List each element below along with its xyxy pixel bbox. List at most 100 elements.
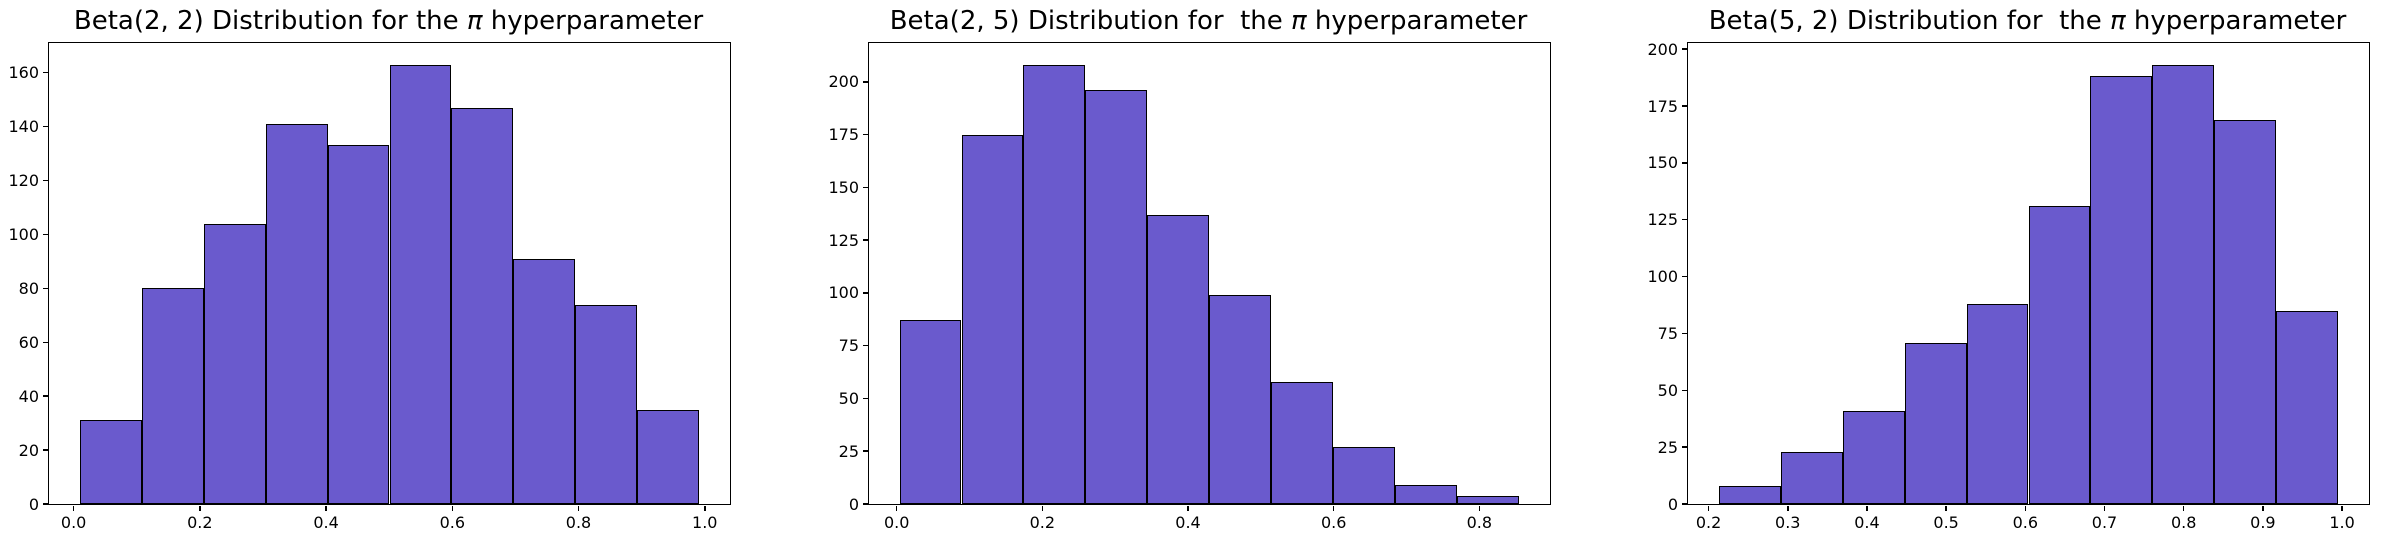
chart-title-text: hyperparameter	[2125, 6, 2347, 36]
chart-title-text: hyperparameter	[1306, 6, 1528, 36]
axes-beta-2-5: 0.0 0.2 0.4 0.6 0.8 0 25 50 75 100 125 150 175 200	[828, 42, 1551, 532]
histogram-bar	[1332, 447, 1395, 504]
y-tick-label: 150	[828, 177, 859, 197]
pi-symbol: π	[2110, 6, 2126, 36]
y-tick-mark	[42, 395, 48, 397]
x-tick-label: 0.0	[883, 513, 910, 532]
y-tick-mark	[862, 81, 868, 83]
x-tick-label: 0.4	[313, 513, 339, 532]
y-tick-mark	[1681, 446, 1687, 448]
y-tick-mark	[42, 503, 48, 505]
y-tick-mark	[42, 449, 48, 451]
axes-beta-2-2: 0.0 0.2 0.4 0.6 0.8 1.0 0 20 40 60 80 100 120 140 160	[8, 42, 731, 532]
histogram-bar	[1718, 485, 1781, 504]
histogram-bar	[2152, 65, 2215, 504]
histogram-bar	[1456, 495, 1519, 504]
histogram-bar	[2214, 119, 2277, 504]
y-tick-mark	[1681, 105, 1687, 107]
histogram-bar	[575, 304, 638, 504]
chart-title-text: Beta(2, 2) Distribution for the	[73, 6, 467, 36]
y-tick-label: 100	[828, 283, 859, 303]
x-tick-label: 0.4	[1854, 513, 1880, 532]
histogram-bar	[1780, 451, 1843, 504]
y-tick-mark	[1681, 162, 1687, 164]
histogram-bar	[141, 288, 204, 504]
x-tick-label: 0.6	[439, 513, 466, 532]
y-tick-label: 40	[18, 386, 39, 406]
x-tick-label: 0.8	[2170, 513, 2197, 532]
x-tick-mark	[1866, 505, 1868, 511]
y-tick-label: 20	[18, 440, 39, 460]
x-tick-mark	[577, 505, 580, 511]
x-tick-label: 0.9	[2250, 513, 2276, 532]
x-tick-mark	[1707, 505, 1710, 511]
chart-title: Beta(5, 2) Distribution for the π hyperp…	[1687, 4, 2368, 38]
y-tick-label: 200	[828, 72, 859, 92]
y-tick-mark	[1681, 389, 1687, 392]
histogram-bar	[1904, 342, 1967, 504]
x-tick-mark	[1041, 505, 1044, 511]
x-tick-label: 0.3	[1775, 513, 1801, 532]
y-tick-label: 120	[8, 170, 39, 190]
x-tick-mark	[2024, 505, 2027, 511]
y-tick-mark	[862, 344, 868, 347]
chart-title: Beta(2, 5) Distribution for the π hyperp…	[868, 4, 1549, 38]
histogram-bar	[1023, 64, 1086, 504]
y-tick-label: 75	[1657, 323, 1678, 343]
y-tick-mark	[862, 450, 868, 452]
x-tick-label: 1.0	[2329, 513, 2355, 532]
x-tick-mark	[895, 505, 898, 511]
x-tick-label: 0.7	[2091, 513, 2118, 532]
axes-beta-5-2: 0.2 0.3 0.4 0.5 0.6 0.7 0.8 0.9 1.0 0 25 50 75 100 125…	[1647, 40, 2370, 532]
y-tick-label: 100	[1647, 267, 1678, 287]
chart-beta-2-2: Beta(2, 2) Distribution for the π hyperp…	[0, 0, 794, 538]
y-tick-label: 75	[838, 336, 859, 356]
histogram-bar	[1147, 214, 1210, 504]
y-tick-label: 0	[1667, 494, 1678, 514]
x-tick-mark	[1787, 505, 1789, 511]
y-tick-mark	[1681, 48, 1687, 50]
y-tick-label: 50	[838, 388, 859, 408]
y-tick-label: 80	[18, 278, 39, 298]
histogram-bar	[1966, 303, 2029, 504]
y-tick-label: 25	[838, 441, 859, 461]
y-tick-mark	[862, 133, 868, 136]
x-tick-label: 0.8	[565, 513, 592, 532]
histogram-bar	[2090, 76, 2153, 504]
histogram-bar	[961, 134, 1024, 504]
y-tick-mark	[862, 186, 868, 189]
histogram-bar	[203, 223, 266, 504]
chart-beta-5-2: Beta(5, 2) Distribution for the π hyperp…	[1588, 0, 2381, 538]
chart-title: Beta(2, 2) Distribution for the π hyperp…	[48, 4, 729, 38]
y-tick-label: 175	[1647, 96, 1678, 116]
y-tick-label: 175	[828, 125, 859, 145]
x-tick-label: 1.0	[692, 513, 718, 532]
y-tick-mark	[42, 179, 48, 182]
x-tick-mark	[2341, 505, 2343, 511]
y-tick-label: 125	[828, 230, 859, 250]
histogram-bar	[2276, 310, 2339, 504]
y-tick-mark	[1681, 332, 1687, 335]
x-tick-mark	[704, 505, 706, 511]
x-tick-mark	[199, 505, 201, 511]
y-tick-mark	[42, 125, 48, 128]
x-tick-mark	[2262, 505, 2264, 511]
histogram-bar	[1271, 381, 1333, 504]
histogram-bar	[451, 107, 514, 504]
y-tick-mark	[1681, 275, 1687, 278]
histogram-bar	[1209, 295, 1272, 504]
histogram-bar	[899, 320, 962, 504]
y-tick-mark	[42, 341, 48, 343]
chart-beta-2-5: Beta(2, 5) Distribution for the π hyperp…	[794, 0, 1588, 538]
y-tick-label: 150	[1647, 153, 1678, 173]
y-tick-mark	[42, 233, 48, 236]
histogram-bar	[1842, 410, 1905, 504]
y-tick-label: 0	[28, 494, 39, 514]
chart-title-text: Beta(5, 2) Distribution for the	[1708, 6, 2111, 36]
pi-symbol: π	[1291, 6, 1307, 36]
y-tick-mark	[42, 71, 48, 74]
x-tick-mark	[2182, 505, 2185, 511]
y-tick-label: 50	[1657, 380, 1678, 400]
y-tick-label: 25	[1657, 437, 1678, 457]
x-tick-mark	[72, 505, 75, 511]
